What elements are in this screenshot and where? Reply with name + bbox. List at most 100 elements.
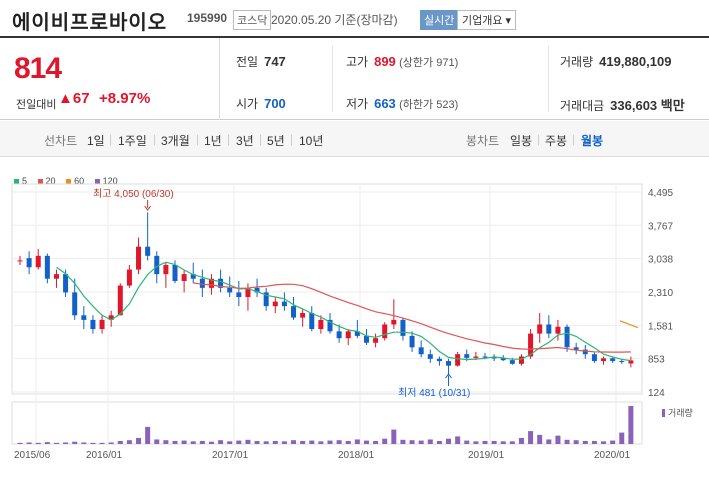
price-plot-frame — [11, 183, 643, 395]
candle-body — [382, 324, 388, 339]
volume-legend-label: 거래량 — [668, 407, 693, 418]
candle-body — [26, 258, 32, 268]
candle-body — [528, 333, 534, 357]
volume-bar — [218, 440, 224, 444]
volume-bar — [190, 441, 196, 444]
volume-bar — [117, 440, 123, 444]
tab-1d[interactable]: 1일 — [87, 134, 105, 148]
candle-body — [509, 360, 515, 364]
quote-date: 2020.05.20 기준(장마감) — [271, 13, 398, 27]
open-price: 시가 700 — [236, 95, 286, 112]
tab-line-chart[interactable]: 선차트 — [44, 134, 78, 148]
candle-body — [537, 324, 543, 334]
volume-bar — [537, 434, 543, 444]
y-tick-label: 124 — [648, 388, 665, 399]
tab-10y[interactable]: 10년 — [299, 134, 324, 148]
y-tick-label: 3,767 — [648, 221, 673, 232]
volume-bar — [90, 442, 96, 444]
quote-panel: 814 전일대비 ▲67 +8.97% 전일 747 고가 899 (상한가 971… — [0, 36, 709, 120]
amount-stat: 거래대금 336,603 백만 — [560, 95, 685, 114]
amount-value: 336,603 백만 — [610, 98, 685, 113]
volume-legend-swatch — [662, 409, 665, 417]
volume-bar — [99, 442, 105, 444]
prev-close-value: 747 — [264, 54, 286, 69]
tab-5y[interactable]: 5년 — [267, 134, 285, 148]
candle-body — [309, 313, 315, 330]
volume-bar — [418, 440, 424, 444]
volume-bar — [72, 441, 78, 444]
candle-body — [373, 338, 379, 343]
tab-3y[interactable]: 3년 — [236, 134, 254, 148]
low-price: 저가 663 (하한가 523) — [346, 95, 458, 112]
tab-separator: | — [537, 132, 541, 146]
tab-monthly[interactable]: 월봉 — [581, 134, 604, 148]
y-tick-label: 3,038 — [648, 255, 673, 266]
tab-candle-chart[interactable]: 봉차트 — [466, 134, 500, 148]
volume-bar — [628, 406, 634, 444]
candle-body — [44, 255, 50, 279]
volume-bar — [482, 440, 488, 444]
high-price: 고가 899 (상한가 971) — [346, 53, 458, 70]
market-badge: 코스닥 — [233, 10, 272, 30]
volume-bar — [17, 442, 23, 444]
x-tick-label: 2020/01 — [594, 450, 631, 461]
candle-body — [300, 313, 306, 318]
volume-bar — [26, 442, 32, 444]
tab-1w[interactable]: 1주일 — [118, 134, 147, 148]
volume-bar — [382, 438, 388, 444]
high-arrow-head — [144, 205, 152, 211]
volume-bar — [619, 432, 625, 444]
candle-body — [218, 278, 224, 288]
ma5-line — [56, 261, 631, 362]
candle-body — [272, 301, 278, 307]
volume-bar — [263, 441, 269, 444]
stock-header: 에이비프로바이오 195990 코스닥 2020.05.20 기준(장마감) 실… — [0, 0, 709, 36]
candle-body — [500, 358, 506, 361]
legend-ma5: 5 — [14, 176, 27, 186]
x-tick-label: 2015/06 — [14, 450, 51, 461]
y-tick-label: 4,495 — [648, 188, 673, 199]
candle-body — [546, 324, 552, 334]
candle-body — [619, 361, 625, 363]
change-label: 전일대비 — [16, 99, 57, 111]
candle-body — [199, 278, 205, 288]
realtime-button[interactable]: 실시간 — [420, 10, 459, 30]
stock-name: 에이비프로바이오 — [12, 12, 168, 34]
company-info-dropdown[interactable]: 기업개요 ▾ — [457, 10, 517, 30]
candle-body — [126, 269, 132, 286]
volume-bar — [126, 440, 132, 444]
volume-bar — [327, 440, 333, 444]
legend-ma120: 120 — [94, 176, 118, 186]
candle-body — [245, 287, 251, 298]
change-value: ▲67 — [58, 90, 90, 107]
candle-body — [99, 319, 105, 330]
tab-3m[interactable]: 3개월 — [161, 134, 190, 148]
volume-bar — [464, 440, 470, 444]
candle-body — [446, 361, 452, 366]
volume-plot-frame — [11, 401, 643, 445]
candle-body — [254, 287, 260, 293]
volume-bar — [81, 442, 87, 444]
volume-bar — [291, 440, 297, 444]
tab-daily[interactable]: 일봉 — [510, 134, 533, 148]
low-arrow-head — [445, 373, 452, 379]
candle-body — [63, 274, 69, 293]
candle-body — [473, 356, 479, 358]
volume-bar — [491, 440, 497, 444]
tab-1y[interactable]: 1년 — [204, 134, 222, 148]
volume-bar — [245, 439, 251, 444]
candle-body — [436, 358, 442, 362]
volume-bar — [281, 441, 287, 444]
volume-bar — [500, 441, 506, 444]
volume-bar — [601, 441, 607, 444]
x-tick-label: 2017/01 — [212, 450, 249, 461]
volume-bar — [63, 442, 69, 444]
tab-separator: | — [196, 132, 200, 146]
high-label: 고가 — [346, 55, 369, 69]
tab-weekly[interactable]: 주봉 — [545, 134, 568, 148]
volume-bar — [509, 441, 515, 444]
prev-close: 전일 747 — [236, 53, 286, 70]
volume-bar — [354, 439, 360, 444]
volume-bar — [154, 439, 160, 444]
volume-bar — [44, 442, 50, 444]
